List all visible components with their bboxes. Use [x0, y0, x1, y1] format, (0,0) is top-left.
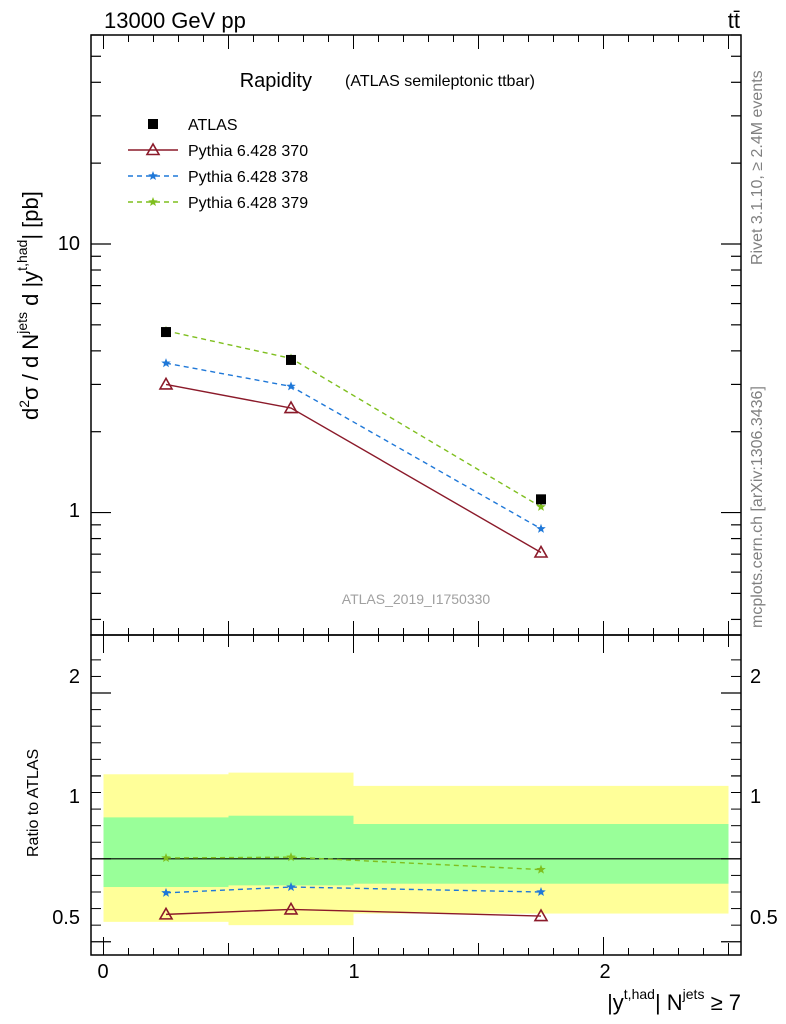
ratio-point	[161, 853, 171, 863]
ratio-ytick-label-1: 1	[69, 786, 80, 808]
series-line	[165, 362, 542, 530]
main-y-axis-label: d2σ / d Njets d |yt,had| [pb]	[14, 191, 43, 420]
main-y-ticklabels: 1 10	[58, 233, 80, 522]
header-right: tt̄	[728, 8, 740, 33]
series-line	[165, 383, 542, 554]
main-panel: Rapidity (ATLAS semileptonic ttbar) ATLA…	[14, 34, 742, 636]
legend-marker	[148, 171, 158, 181]
mcplots-label: mcplots.cern.ch [arXiv:1306.3436]	[749, 386, 766, 628]
ratio-frame	[90, 634, 742, 956]
data-point	[286, 381, 296, 391]
series-370	[158, 376, 549, 558]
uncertainty-bands	[103, 772, 729, 926]
legend-label: ATLAS	[188, 117, 238, 134]
ratio-point	[533, 908, 549, 922]
main-ticks	[91, 34, 741, 635]
data-point	[161, 327, 171, 338]
rivet-label: Rivet 3.1.10, ≥ 2.4M events	[749, 70, 766, 265]
series-379	[161, 325, 546, 511]
ratio-ticks	[91, 635, 741, 955]
inner-band	[353, 824, 729, 884]
ratio-point	[286, 882, 296, 892]
ratio-point	[536, 864, 546, 874]
data-point	[536, 523, 546, 533]
ratio-line	[165, 886, 542, 894]
ratio-y-axis-label: Ratio to ATLAS	[25, 749, 42, 857]
legend-marker	[148, 197, 158, 207]
ratio-y-ticklabels-left: 0.5 1 2	[52, 666, 80, 929]
series-line	[165, 330, 542, 508]
x-ticklabels: 0 1 2	[97, 961, 610, 983]
legend-label: Pythia 6.428 378	[188, 169, 308, 186]
ratio-y-ticklabels-right: 0.5 1 2	[750, 666, 778, 929]
ratio-ytick-label-2-right: 2	[750, 666, 761, 688]
legend-label: Pythia 6.428 379	[188, 195, 308, 212]
series-atlas	[161, 327, 546, 505]
analysis-watermark: ATLAS_2019_I1750330	[342, 591, 491, 607]
data-point	[286, 354, 296, 365]
x-axis-label: |yt,had| Njets ≥ 7	[607, 986, 741, 1015]
ratio-point	[283, 901, 299, 915]
main-plot-area	[91, 34, 741, 635]
ratio-ytick-label-2: 2	[69, 666, 80, 688]
ratio-ytick-label-05-right: 0.5	[750, 907, 778, 929]
data-point	[536, 501, 546, 511]
ratio-ytick-label-05: 0.5	[52, 907, 80, 929]
ratio-ytick-label-1-right: 1	[750, 786, 761, 808]
data-point	[283, 400, 299, 414]
xtick-label-0: 0	[97, 961, 108, 983]
ratio-panel: Ratio to ATLAS 0.5 1 2 0.5 1 2 0 1 2 |yt…	[25, 634, 778, 1015]
inner-band	[228, 815, 354, 886]
legend-entry: ATLAS	[148, 117, 238, 134]
ratio-point	[158, 906, 174, 920]
plot-subtitle: (ATLAS semileptonic ttbar)	[345, 73, 535, 90]
ratio-series-379	[161, 852, 546, 874]
ratio-point	[161, 887, 171, 897]
legend-marker	[148, 119, 158, 129]
data-point	[536, 494, 546, 505]
data-point	[161, 358, 171, 368]
legend: ATLAS Pythia 6.428 370 Pythia 6.428 378 Pyt…	[128, 117, 308, 212]
legend-entry: Pythia 6.428 378	[128, 169, 308, 186]
ratio-line	[165, 908, 542, 917]
data-point	[158, 376, 174, 390]
plot-title: Rapidity	[240, 70, 312, 92]
ratio-series-378	[161, 882, 546, 897]
inner-band	[103, 817, 229, 888]
ratio-plot-area	[91, 635, 741, 955]
xtick-label-2: 2	[599, 961, 610, 983]
ratio-point	[536, 886, 546, 897]
header-left: 13000 GeV pp	[104, 8, 246, 33]
legend-label: Pythia 6.428 370	[188, 143, 308, 160]
ratio-line	[165, 856, 542, 871]
xtick-label-1: 1	[348, 961, 359, 983]
ratio-series-370	[158, 901, 549, 922]
legend-entry: Pythia 6.428 379	[128, 195, 308, 212]
legend-entry: Pythia 6.428 370	[128, 142, 308, 160]
series-378	[161, 358, 546, 533]
main-ytick-label-10: 10	[58, 233, 80, 255]
data-point	[533, 544, 549, 558]
main-ytick-label-1: 1	[69, 500, 80, 522]
legend-marker	[145, 142, 161, 156]
ratio-point	[286, 852, 296, 862]
